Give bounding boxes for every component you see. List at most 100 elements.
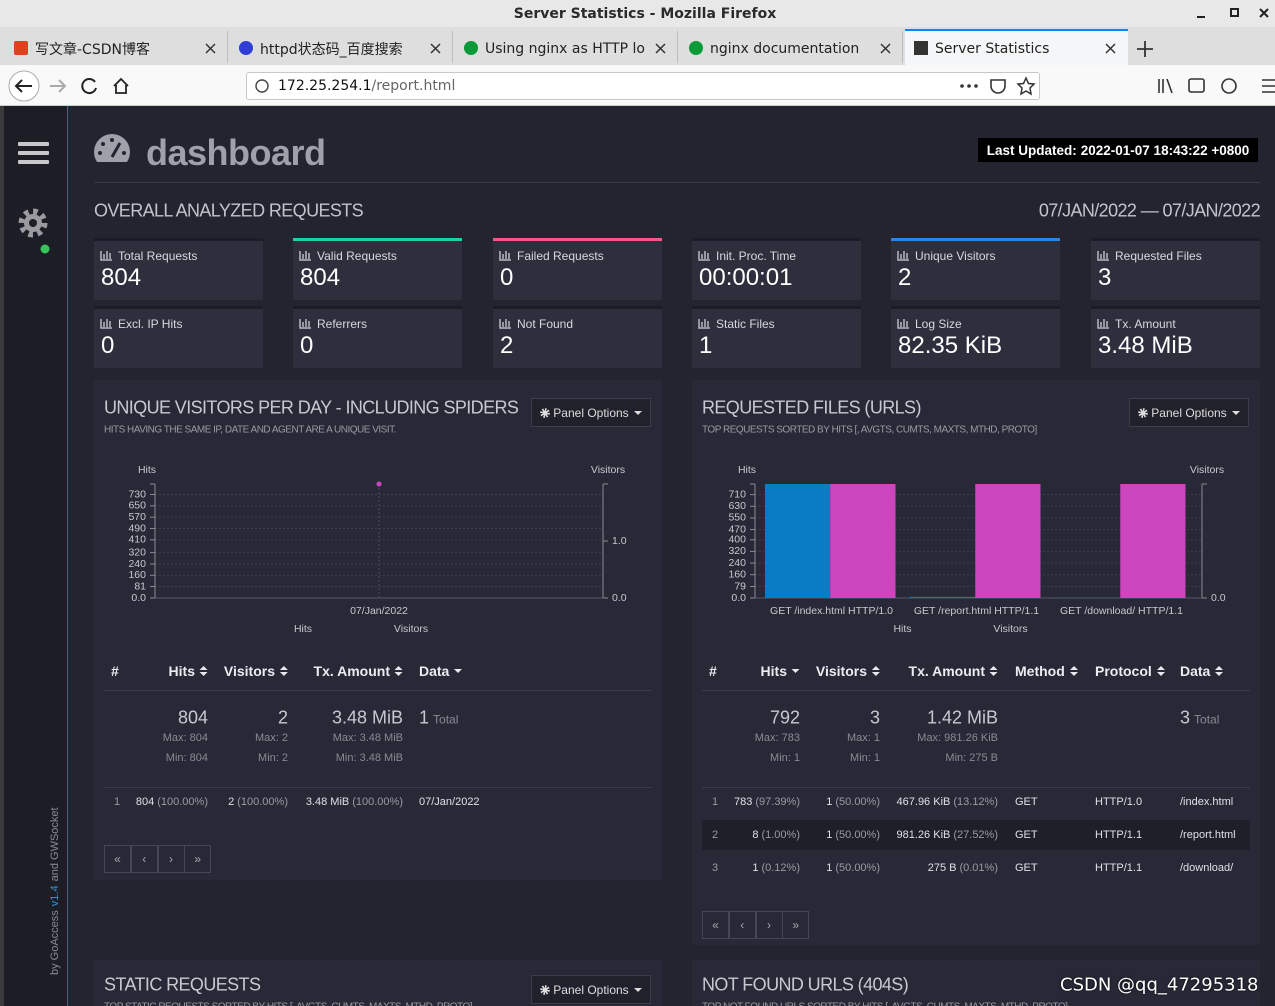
cell-percent: (100.00%) [157, 796, 208, 808]
gauge-dot [101, 142, 105, 146]
card [293, 238, 462, 300]
sort-icon [1215, 666, 1224, 676]
panel [692, 380, 1260, 945]
sort-arrow [1215, 666, 1224, 676]
gauge-base [94, 162, 130, 171]
sort-icon [990, 666, 998, 676]
table-cell: /download/ [1180, 862, 1234, 874]
url-host: 172.25.254.1 [278, 78, 372, 94]
table-header[interactable]: Data [419, 663, 463, 679]
tab-title[interactable]: Server Statistics [935, 41, 1050, 57]
card-value: 1 [699, 332, 713, 359]
table-header[interactable]: Visitors [816, 663, 880, 679]
summary-min: Min: 1 [770, 752, 800, 764]
cell-percent: (100.00%) [237, 796, 288, 808]
tab[interactable] [230, 31, 453, 63]
url-text[interactable]: 172.25.254.1/report.html [278, 78, 455, 94]
table-rule [104, 690, 652, 691]
cell-percent: (50.00%) [835, 862, 880, 874]
summary-value: 1.42 MiB [926, 707, 998, 728]
last-updated-value: 2022-01-07 18:43:22 +0800 [1080, 142, 1250, 158]
table-header[interactable]: Hits [761, 663, 800, 679]
last-updated: Last Updated: 2022-01-07 18:43:22 +0800 [978, 138, 1258, 162]
table-header[interactable]: Tx. Amount [909, 663, 998, 679]
table-header[interactable]: Hits [169, 663, 208, 679]
pager-button[interactable]: ‹ [728, 911, 756, 939]
summary-value: 3 [869, 707, 880, 728]
panel [692, 960, 1260, 1006]
card-value: 2 [500, 332, 514, 359]
menu-bar[interactable] [18, 142, 49, 146]
card-value: 2 [898, 264, 912, 291]
tab-title[interactable]: httpd状态码_百度搜索 [260, 42, 403, 58]
card [891, 306, 1060, 368]
credit-text: v1.4 [49, 885, 61, 907]
header-text: Protocol [1095, 663, 1152, 679]
tab-icon [914, 41, 928, 55]
pager-button[interactable]: ‹ [130, 845, 158, 873]
table-cell: /report.html [1180, 829, 1236, 841]
pager-button[interactable]: › [755, 911, 783, 939]
gear-teeth [540, 984, 551, 995]
cell-percent: (0.01%) [959, 862, 998, 874]
table-header[interactable]: Data [1180, 663, 1224, 679]
cell-value: 1 [752, 862, 759, 874]
panel-subtitle: TOP NOT FOUND URLS SORTED BY HITS [, AVG… [702, 1002, 1068, 1006]
active-tab[interactable] [905, 29, 1128, 65]
tab-title[interactable]: nginx documentation [710, 41, 860, 57]
pager-button[interactable]: » [184, 845, 212, 873]
tab[interactable] [5, 31, 228, 63]
card-value: 804 [101, 264, 142, 291]
menu-bar[interactable] [18, 151, 49, 155]
tab[interactable] [455, 31, 678, 63]
credit-text: and GWSocket [49, 807, 61, 882]
pager-button[interactable]: « [104, 845, 131, 873]
window-title: Server Statistics - Mozilla Firefox [513, 6, 777, 22]
cell-percent: (0.12%) [761, 862, 800, 874]
url-box[interactable] [246, 72, 1040, 100]
menu-bar[interactable] [18, 160, 49, 164]
cell-percent: (50.00%) [835, 829, 880, 841]
header-text: Data [1180, 663, 1211, 679]
panel-options[interactable]: Panel Options [531, 398, 651, 427]
tab-title[interactable]: Using nginx as HTTP load [485, 41, 645, 57]
table-header[interactable]: Tx. Amount [314, 663, 403, 679]
table-cell: 981.26 KiB (27.52%) [897, 829, 998, 841]
table-cell: 3.48 MiB (100.00%) [306, 796, 403, 808]
table-cell: 2 (100.00%) [228, 796, 288, 808]
cell-value: 3.48 MiB [305, 796, 350, 808]
panel [94, 380, 662, 880]
table-cell: HTTP/1.1 [1095, 862, 1143, 874]
summary-max: Max: 804 [162, 732, 208, 744]
pager-button[interactable]: › [157, 845, 185, 873]
table-header[interactable]: Protocol [1095, 663, 1165, 679]
summary-min: Min: 2 [258, 752, 288, 764]
panel-options[interactable]: Panel Options [531, 975, 651, 1004]
header-text: Visitors [223, 663, 275, 679]
table-header: # [111, 663, 119, 679]
card-label: Failed Requests [517, 249, 604, 263]
cell-percent: (97.39%) [755, 796, 800, 808]
card-value: 00:00:01 [699, 264, 793, 291]
table-header[interactable]: Method [1015, 663, 1078, 679]
table-header[interactable]: Visitors [224, 663, 288, 679]
summary-max: Max: 3.48 MiB [332, 732, 403, 744]
gear-teeth [540, 407, 551, 418]
card-value: 3.48 MiB [1098, 332, 1193, 359]
summary-min: Min: 1 [850, 752, 880, 764]
card-value: 0 [300, 332, 314, 359]
tab[interactable] [680, 31, 903, 63]
sort-arrow [1156, 666, 1165, 676]
tab-title[interactable]: 写文章-CSDN博客 [35, 42, 150, 58]
card-label: Static Files [716, 317, 775, 331]
card-label: Excl. IP Hits [118, 317, 183, 331]
pager-button[interactable]: « [702, 911, 729, 939]
panel-options[interactable]: Panel Options [1129, 398, 1249, 427]
options-gear [540, 407, 551, 418]
summary-max: Max: 1 [846, 732, 880, 744]
caret [633, 410, 642, 415]
cell-percent: (27.52%) [953, 829, 998, 841]
pager-button[interactable]: » [782, 911, 810, 939]
sort-arrow [395, 666, 403, 676]
credit-text: by GoAccess [49, 910, 61, 975]
